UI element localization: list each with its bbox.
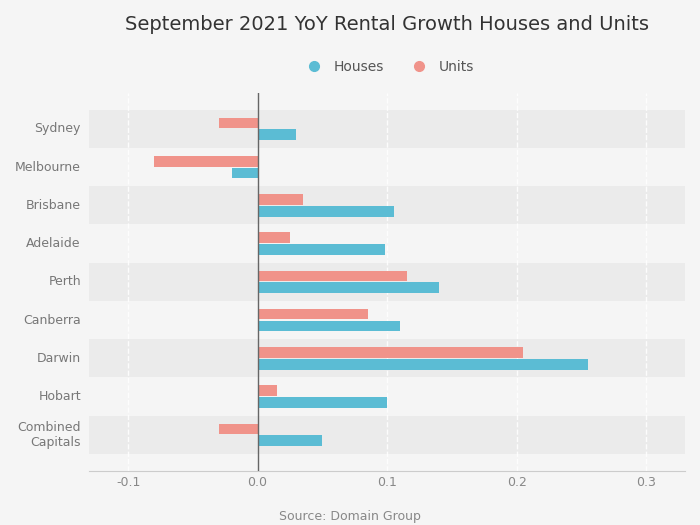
Bar bbox=[89, 225, 685, 262]
Bar bbox=[89, 110, 685, 148]
Title: September 2021 YoY Rental Growth Houses and Units: September 2021 YoY Rental Growth Houses … bbox=[125, 15, 649, 34]
Bar bbox=[89, 339, 685, 377]
Bar bbox=[89, 301, 685, 339]
Bar bbox=[154, 156, 258, 166]
Bar bbox=[89, 262, 685, 301]
Bar bbox=[218, 424, 258, 434]
Bar bbox=[258, 129, 296, 140]
Text: Source: Domain Group: Source: Domain Group bbox=[279, 510, 421, 523]
Bar bbox=[258, 385, 277, 396]
Bar bbox=[258, 347, 523, 358]
Bar bbox=[232, 167, 258, 178]
Bar bbox=[258, 282, 439, 293]
Bar bbox=[258, 321, 400, 331]
Bar bbox=[89, 186, 685, 225]
Bar bbox=[258, 309, 368, 320]
Bar bbox=[258, 359, 588, 370]
Bar bbox=[89, 148, 685, 186]
Bar bbox=[258, 397, 387, 408]
Legend: Houses, Units: Houses, Units bbox=[295, 54, 480, 79]
Bar bbox=[89, 377, 685, 416]
Bar bbox=[258, 270, 407, 281]
Bar bbox=[258, 206, 393, 217]
Bar bbox=[258, 244, 384, 255]
Bar bbox=[258, 232, 290, 243]
Bar bbox=[89, 416, 685, 454]
Bar bbox=[218, 118, 258, 128]
Bar bbox=[258, 194, 303, 205]
Bar bbox=[258, 435, 322, 446]
